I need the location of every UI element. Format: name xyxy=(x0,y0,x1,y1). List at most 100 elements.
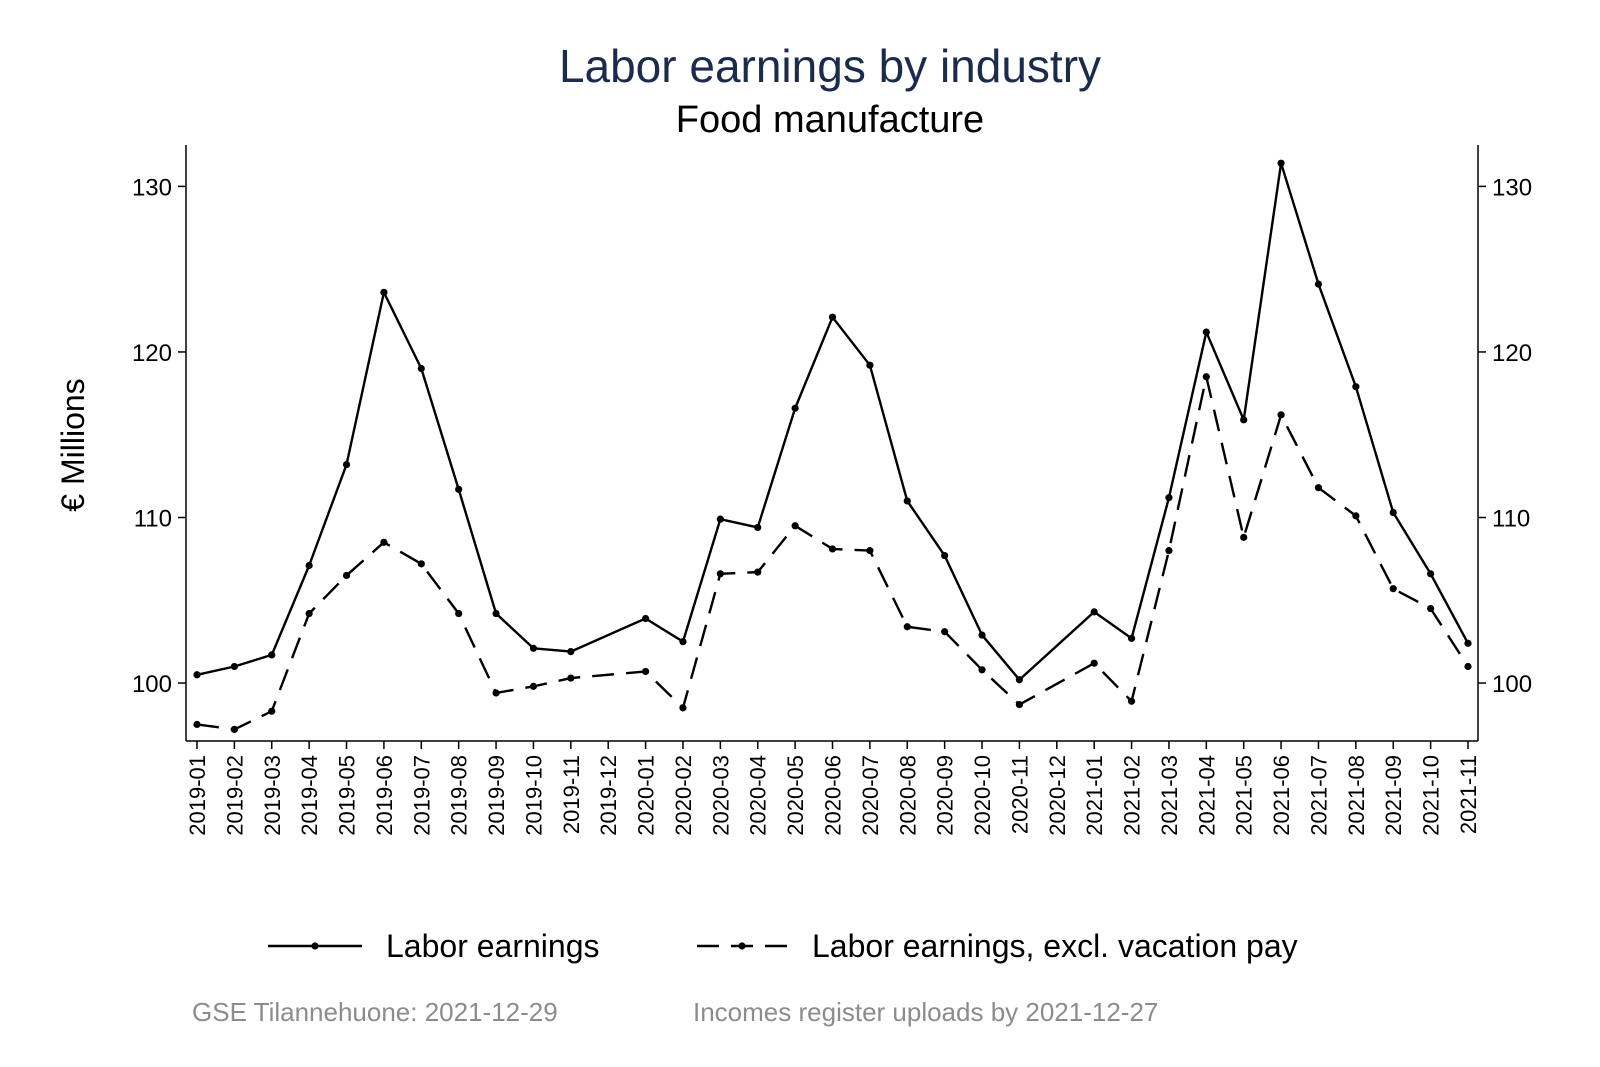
x-tick-label: 2019-03 xyxy=(260,755,285,836)
data-point xyxy=(1165,547,1173,555)
legend-label: Labor earnings xyxy=(386,928,599,964)
data-point xyxy=(978,631,986,639)
legend-marker xyxy=(738,942,746,950)
data-point xyxy=(417,560,425,568)
data-point xyxy=(941,628,949,636)
data-point xyxy=(1015,676,1024,684)
data-point xyxy=(903,497,911,505)
y-tick-label-left: 100 xyxy=(132,671,172,698)
data-point xyxy=(567,674,575,682)
legend-marker xyxy=(311,942,319,950)
data-point xyxy=(1352,383,1360,391)
data-point xyxy=(492,689,500,697)
legend-label: Labor earnings, excl. vacation pay xyxy=(812,928,1298,964)
data-point xyxy=(866,547,874,555)
x-tick-label: 2021-05 xyxy=(1232,755,1257,836)
data-point xyxy=(641,614,650,623)
data-point xyxy=(1464,662,1472,671)
data-point xyxy=(1090,659,1098,667)
data-point xyxy=(978,666,986,674)
data-point xyxy=(529,682,538,690)
x-tick-label: 2019-04 xyxy=(297,755,322,836)
series-1 xyxy=(193,159,1472,684)
x-tick-label: 2020-08 xyxy=(895,755,920,836)
chart-subtitle: Food manufacture xyxy=(676,99,984,141)
y-tick-label-right: 120 xyxy=(1492,340,1532,367)
data-point xyxy=(1202,373,1210,381)
x-tick-label: 2019-07 xyxy=(409,755,434,836)
data-point xyxy=(679,638,687,646)
data-point xyxy=(492,609,500,618)
x-tick-label: 2020-09 xyxy=(933,755,958,836)
data-point xyxy=(230,725,238,734)
data-point xyxy=(1277,411,1285,419)
axes: 100 100 110 110 120 120 130 130 2019-01 2019-02 20… xyxy=(132,145,1532,836)
x-tick-label: 2019-11 xyxy=(559,755,584,834)
series-layer xyxy=(193,159,1472,734)
data-point xyxy=(268,651,276,659)
x-tick-label: 2020-01 xyxy=(634,755,659,836)
data-point xyxy=(1165,494,1173,502)
x-tick-label: 2021-04 xyxy=(1194,755,1219,836)
x-tick-label: 2019-08 xyxy=(447,755,472,836)
data-point xyxy=(455,485,463,493)
data-point xyxy=(1352,512,1360,520)
data-point xyxy=(828,545,837,553)
x-tick-label: 2021-06 xyxy=(1269,755,1294,836)
data-point xyxy=(791,404,799,412)
data-point xyxy=(1389,508,1397,517)
data-point xyxy=(1127,634,1136,642)
data-point xyxy=(193,671,201,679)
x-tick-label: 2021-09 xyxy=(1381,755,1406,836)
x-tick-label: 2019-01 xyxy=(185,755,210,836)
series-2 xyxy=(193,373,1472,734)
footer-upload: Incomes register uploads by 2021-12-27 xyxy=(693,997,1158,1027)
x-tick-label: 2019-02 xyxy=(222,755,247,836)
data-point xyxy=(1202,328,1210,336)
data-point xyxy=(1240,416,1248,424)
data-point xyxy=(1427,570,1435,578)
series-line xyxy=(196,375,1470,731)
x-tick-label: 2021-02 xyxy=(1120,755,1145,836)
series-line xyxy=(196,162,1470,681)
data-point xyxy=(268,707,276,715)
data-point xyxy=(1314,280,1323,288)
x-tick-label: 2021-08 xyxy=(1344,755,1369,836)
data-point xyxy=(193,720,201,729)
legend-item-2: Labor earnings, excl. vacation pay xyxy=(697,928,1298,964)
x-tick-label: 2021-10 xyxy=(1419,755,1444,836)
footer-source: GSE Tilannehuone: 2021-12-29 xyxy=(192,997,558,1027)
x-tick-label: 2020-03 xyxy=(708,755,733,836)
x-tick-label: 2021-03 xyxy=(1157,755,1182,836)
data-point xyxy=(754,523,762,532)
x-tick-label: 2019-09 xyxy=(484,755,509,836)
data-point xyxy=(455,609,463,618)
data-point xyxy=(1127,697,1136,705)
data-point xyxy=(716,570,724,578)
x-tick-label: 2020-11 xyxy=(1007,755,1032,834)
x-tick-label: 2020-07 xyxy=(858,755,883,836)
x-tick-label: 2021-11 xyxy=(1456,755,1481,834)
data-point xyxy=(1389,585,1397,593)
y-tick-label-right: 100 xyxy=(1492,671,1532,698)
data-point xyxy=(1427,604,1435,613)
x-tick-label: 2021-01 xyxy=(1082,755,1107,836)
data-point xyxy=(1314,484,1323,492)
y-tick-label-left: 110 xyxy=(134,506,172,533)
x-tick-label: 2019-06 xyxy=(372,755,397,836)
data-point xyxy=(828,313,837,321)
data-point xyxy=(716,515,724,523)
x-tick-label: 2019-12 xyxy=(596,755,621,836)
x-tick-label: 2020-04 xyxy=(746,755,771,836)
x-tick-label: 2019-05 xyxy=(335,755,360,836)
y-axis-title: € Millions xyxy=(55,378,91,511)
data-point xyxy=(529,644,538,652)
data-point xyxy=(342,460,351,469)
data-point xyxy=(1090,608,1098,616)
data-point xyxy=(903,623,911,631)
data-point xyxy=(567,648,575,656)
y-tick-label-left: 130 xyxy=(132,174,172,201)
data-point xyxy=(641,667,650,676)
data-point xyxy=(1277,159,1285,167)
x-tick-label: 2020-06 xyxy=(821,755,846,836)
